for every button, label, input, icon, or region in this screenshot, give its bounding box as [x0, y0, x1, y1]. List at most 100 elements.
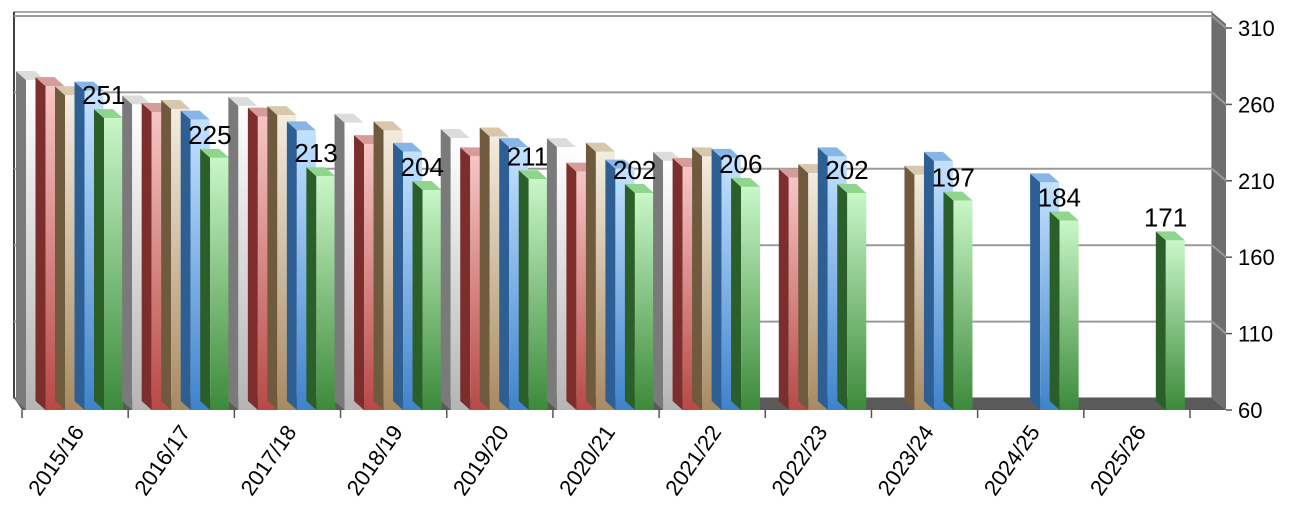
bar-series-5-bar — [847, 193, 867, 410]
bar-series-5-top — [518, 170, 548, 180]
bar-series-1-top — [334, 113, 364, 123]
x-tick-label: 2016/17 — [129, 421, 195, 500]
bar-series-3-top — [161, 99, 191, 109]
bar-series-3-top — [479, 127, 509, 137]
bar-series-4-side — [74, 81, 85, 410]
x-tick-label: 2022/23 — [766, 421, 832, 500]
bar-series-4-top — [923, 151, 953, 161]
side-wall — [1212, 12, 1226, 410]
bar-series-2-side — [672, 158, 683, 410]
bar-series-3-side — [267, 106, 278, 410]
bar-series-3-side — [161, 99, 172, 410]
bar-series-4-side — [605, 159, 616, 410]
x-tick-label: 2015/16 — [23, 421, 89, 500]
y-tick-label: 210 — [1238, 169, 1275, 194]
bar-series-4-top — [1030, 173, 1060, 183]
bar-series-5-side — [200, 148, 211, 410]
bar-series-4-side — [393, 142, 404, 410]
bar-series-4-top — [817, 147, 847, 157]
bar-series-5-side — [94, 109, 104, 410]
bar-series-2-side — [566, 162, 577, 410]
bar-series-5-bar — [1059, 220, 1079, 410]
bar-series-3-top — [585, 142, 615, 152]
bar-series-4-side — [1030, 173, 1041, 410]
bar-series-1-side — [16, 70, 26, 411]
bar-series-5-top — [837, 184, 867, 194]
bar-series-5-top — [412, 180, 442, 190]
bar-series-4-side — [286, 121, 297, 410]
y-tick-label: 60 — [1238, 398, 1262, 423]
y-tick-label: 310 — [1238, 16, 1275, 41]
bar-series-2-side — [141, 103, 152, 410]
bar-series-1-side — [228, 96, 239, 410]
gridline-side — [1211, 244, 1227, 258]
bar-series-5-top — [1155, 231, 1185, 241]
bar-series-1-side — [122, 95, 133, 411]
bar-series-5-side — [624, 184, 635, 410]
bar-series-4-top — [180, 110, 210, 120]
bar-series-4-side — [923, 151, 934, 410]
bar-series-4-top — [711, 148, 741, 158]
bar-series-5-side — [1155, 231, 1166, 410]
y-tick-label: 260 — [1238, 92, 1275, 117]
bar-series-5-bar — [528, 179, 548, 410]
bar-series-4-side — [817, 147, 828, 411]
data-label: 202 — [825, 155, 868, 185]
y-tick-label: 110 — [1238, 322, 1273, 347]
data-label: 171 — [1144, 202, 1187, 232]
data-label: 184 — [1038, 183, 1081, 213]
gridline-side — [1211, 91, 1227, 106]
x-tick-label: 2017/18 — [235, 421, 301, 500]
gridline-side — [1211, 168, 1227, 182]
bar-series-4-side — [499, 138, 510, 410]
x-tick-label: 2023/24 — [873, 421, 939, 500]
bar-series-2-top — [35, 77, 65, 87]
bar-series-2-side — [247, 107, 258, 411]
bar-series-5-side — [518, 170, 529, 410]
bar-series-3-top — [267, 106, 297, 116]
bar-series-4-side — [180, 110, 191, 411]
bar-series-5-bar — [316, 176, 336, 410]
bar-series-4-side — [711, 148, 722, 410]
bar-series-3-top — [373, 121, 403, 131]
bar-series-1-side — [653, 151, 664, 410]
bar-series-3-side — [904, 165, 915, 410]
bar-series-2-side — [778, 168, 789, 410]
bar-series-4-top — [286, 121, 316, 131]
bar-series-5-bar — [634, 193, 654, 410]
bar-series-3-side — [479, 127, 490, 410]
gridline-side — [1211, 320, 1227, 335]
bar-series-1-top — [228, 96, 258, 106]
bar-series-5-top — [1049, 211, 1079, 221]
bar-series-5-side — [837, 184, 848, 410]
bar-series-5-side — [412, 180, 423, 410]
gridline-side — [1211, 15, 1227, 29]
data-label: 251 — [82, 80, 125, 110]
bar-series-5-side — [943, 191, 954, 410]
bar-series-5-bar — [104, 118, 123, 410]
bar-series-1-top — [440, 129, 470, 139]
bar-series-1-side — [440, 129, 451, 411]
bar-series-3-side — [798, 164, 809, 410]
bar-series-4-top — [393, 142, 423, 152]
data-label: 204 — [401, 152, 444, 182]
bar-series-5-top — [200, 148, 230, 158]
bar-series-4-top — [605, 159, 635, 169]
bar-series-5-side — [731, 177, 742, 410]
bar-series-1-side — [334, 113, 345, 411]
bar-series-5-top — [94, 109, 123, 119]
data-label: 202 — [613, 155, 656, 185]
x-tick-label: 2018/19 — [342, 421, 408, 500]
bar-series-3-side — [373, 121, 384, 410]
bar-series-3-side — [692, 147, 703, 411]
bar-series-5-side — [1049, 211, 1060, 410]
y-tick-label: 160 — [1238, 245, 1275, 270]
data-label: 225 — [188, 120, 231, 150]
x-tick-label: 2020/21 — [554, 421, 620, 500]
bar-series-5-side — [306, 167, 317, 410]
x-tick-label: 2021/22 — [660, 421, 726, 500]
bar-series-3-side — [55, 86, 65, 411]
bar-series-5-top — [624, 184, 654, 194]
x-tick-label: 2025/26 — [1085, 421, 1151, 500]
